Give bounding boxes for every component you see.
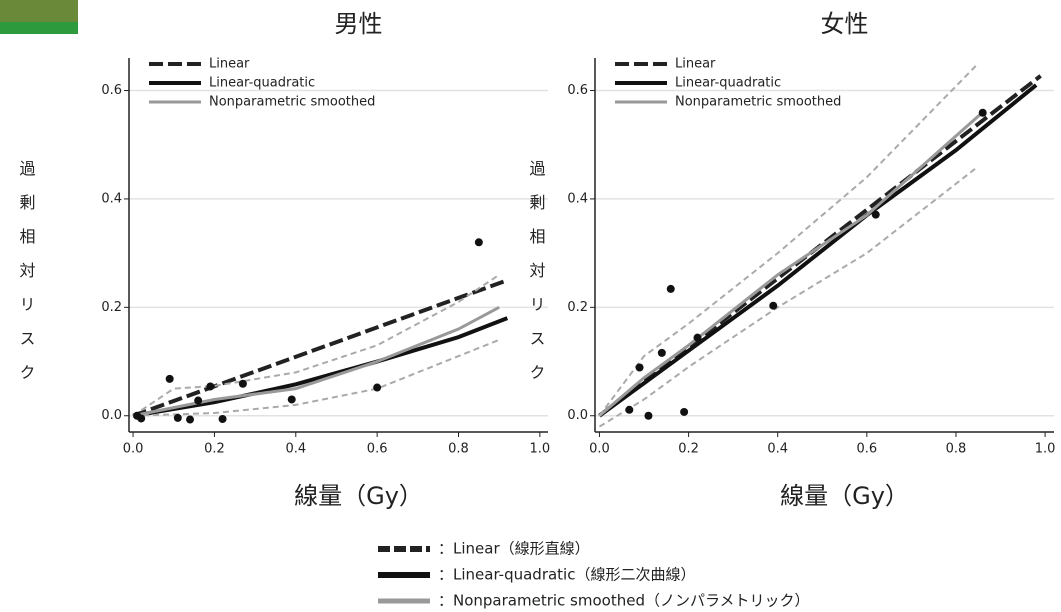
- x-tick-label: 0.2: [204, 442, 225, 457]
- y-tick-label: 0.4: [101, 191, 122, 206]
- legend-label: Nonparametric smoothed: [209, 95, 375, 110]
- legend-label: Linear-quadratic: [675, 76, 781, 91]
- x-tick-label: 0.0: [589, 442, 610, 457]
- chart-title: 女性: [821, 10, 869, 38]
- x-tick-label: 0.2: [678, 442, 699, 457]
- data-point: [137, 414, 145, 422]
- data-point: [625, 406, 633, 414]
- data-point: [194, 397, 202, 405]
- x-axis-label: 線量（Gy）: [780, 482, 909, 510]
- legend-label: Linear: [209, 57, 250, 72]
- series-line: [599, 166, 978, 426]
- y-tick-label: 0.4: [567, 191, 588, 206]
- legend-label: Nonparametric smoothed: [675, 95, 841, 110]
- data-point: [186, 416, 194, 424]
- data-point: [769, 302, 777, 310]
- x-tick-label: 0.6: [367, 442, 388, 457]
- x-tick-label: 0.4: [285, 442, 306, 457]
- series-line: [599, 85, 1036, 416]
- x-axis-label: 線量（Gy）: [294, 482, 423, 510]
- legend-label: Linear: [675, 57, 716, 72]
- y-tick-label: 0.6: [567, 83, 588, 98]
- data-point: [373, 384, 381, 392]
- y-tick-label: 0.2: [101, 300, 122, 315]
- data-point: [636, 363, 644, 371]
- data-point: [239, 380, 247, 388]
- data-point: [658, 349, 666, 357]
- data-point: [206, 382, 214, 390]
- series-line: [599, 63, 978, 415]
- x-tick-label: 1.0: [1035, 442, 1056, 457]
- data-point: [667, 285, 675, 293]
- y-axis-label: 過剰相対リスク: [17, 160, 36, 398]
- data-point: [166, 375, 174, 383]
- data-point: [219, 415, 227, 423]
- x-tick-label: 0.4: [767, 442, 788, 457]
- chart-title: 男性: [335, 10, 383, 38]
- figure: ：Linear（線形直線） ：Linear-quadratic（線形二次曲線） …: [0, 0, 1061, 612]
- data-point: [872, 211, 880, 219]
- data-point: [174, 414, 182, 422]
- data-point: [644, 412, 652, 420]
- x-tick-label: 1.0: [530, 442, 551, 457]
- y-tick-label: 0.6: [101, 83, 122, 98]
- legend-note: ：Linear-quadratic（線形二次曲線）: [438, 566, 695, 584]
- legend-note: ：Nonparametric smoothed（ノンパラメトリック）: [438, 592, 810, 610]
- y-axis-label: 過剰相対リスク: [527, 160, 546, 398]
- data-point: [693, 334, 701, 342]
- series-line: [133, 280, 507, 416]
- data-point: [288, 395, 296, 403]
- series-line: [133, 307, 499, 415]
- y-tick-label: 0.0: [567, 408, 588, 423]
- y-tick-label: 0.2: [567, 300, 588, 315]
- series-line: [599, 112, 982, 416]
- data-point: [979, 109, 987, 117]
- x-tick-label: 0.8: [946, 442, 967, 457]
- data-point: [680, 408, 688, 416]
- x-tick-label: 0.8: [448, 442, 469, 457]
- x-tick-label: 0.0: [123, 442, 144, 457]
- y-tick-label: 0.0: [101, 408, 122, 423]
- legend-label: Linear-quadratic: [209, 76, 315, 91]
- thumbnail-band: [0, 22, 78, 34]
- legend-note: ：Linear（線形直線）: [438, 540, 590, 558]
- x-tick-label: 0.6: [856, 442, 877, 457]
- data-point: [475, 238, 483, 246]
